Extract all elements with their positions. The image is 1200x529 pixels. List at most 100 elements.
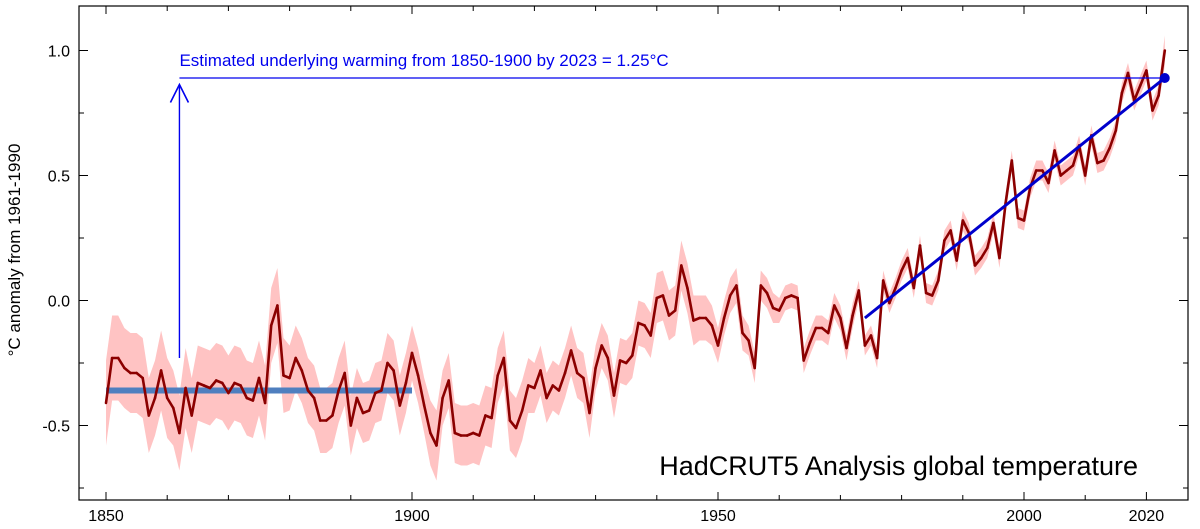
series-segment bbox=[1132, 84, 1142, 102]
series-segment bbox=[1157, 49, 1167, 97]
x-tick-label: 1850 bbox=[88, 508, 124, 525]
trend-layer bbox=[863, 73, 1170, 320]
series-segment bbox=[190, 381, 200, 417]
series-segment bbox=[600, 344, 610, 360]
series-segment bbox=[710, 324, 720, 347]
series-segment bbox=[447, 379, 457, 435]
series-segment bbox=[624, 354, 634, 365]
series-segment bbox=[747, 339, 757, 370]
series-segment bbox=[704, 316, 714, 327]
series-segment bbox=[826, 304, 836, 335]
series-segment bbox=[741, 331, 750, 342]
series-segment bbox=[973, 256, 983, 267]
series-segment bbox=[661, 294, 671, 317]
series-segment bbox=[1151, 94, 1160, 112]
series-segment bbox=[135, 371, 144, 380]
series-segment bbox=[857, 289, 867, 347]
x-tick-label: 2020 bbox=[1129, 508, 1165, 525]
series-segment bbox=[557, 371, 567, 392]
series-segment bbox=[673, 264, 683, 312]
series-segment bbox=[912, 244, 922, 290]
uncertainty-band bbox=[106, 35, 1165, 481]
series-segment bbox=[539, 369, 548, 400]
series-segment bbox=[753, 284, 763, 370]
y-tick-label: 0.5 bbox=[48, 169, 70, 186]
series-segment bbox=[588, 366, 597, 415]
y-tick-label: 0.0 bbox=[48, 294, 70, 311]
series-segment bbox=[967, 231, 977, 267]
series-segment bbox=[1004, 159, 1014, 205]
series-segment bbox=[294, 356, 304, 372]
series-segment bbox=[582, 376, 591, 415]
series-segment bbox=[900, 256, 910, 272]
series-segment bbox=[257, 376, 267, 405]
y-tick-label: 1.0 bbox=[48, 44, 70, 61]
series-segment bbox=[985, 221, 995, 250]
series-segment bbox=[276, 304, 285, 377]
axis-layer: 1850 1900 1950 2000 2020 -0.5 0.0 0.5 1.0 bbox=[42, 6, 1188, 525]
series-segment bbox=[1077, 144, 1087, 177]
series-segment bbox=[208, 379, 218, 390]
x-tick-label: 1900 bbox=[394, 508, 430, 525]
series-segment bbox=[178, 386, 187, 435]
series-segment bbox=[961, 219, 971, 235]
series-segment bbox=[159, 369, 169, 400]
series-segment bbox=[422, 404, 432, 435]
series-segment bbox=[722, 294, 732, 320]
series-segment bbox=[300, 369, 310, 392]
series-segment bbox=[1102, 146, 1111, 162]
y-tick-label: -0.5 bbox=[42, 419, 70, 436]
series-segment bbox=[355, 396, 365, 415]
series-segment bbox=[435, 396, 444, 447]
series-segment bbox=[349, 396, 359, 427]
series-segment bbox=[288, 356, 298, 380]
series-segment bbox=[251, 376, 261, 402]
series-segment bbox=[863, 334, 873, 347]
series-segment bbox=[667, 309, 677, 317]
series-segment bbox=[679, 264, 689, 290]
series-segment bbox=[875, 279, 885, 360]
series-segment bbox=[851, 289, 861, 317]
series-segment bbox=[845, 314, 854, 350]
series-segment bbox=[943, 229, 952, 242]
series-segment bbox=[153, 369, 163, 400]
series-segment bbox=[1083, 134, 1093, 177]
series-segment bbox=[545, 384, 555, 400]
series-segment bbox=[331, 389, 340, 417]
series-segment bbox=[1010, 159, 1020, 220]
series-segment bbox=[410, 351, 420, 377]
series-segment bbox=[477, 414, 487, 437]
series-segment bbox=[979, 246, 989, 260]
series-segment bbox=[563, 349, 573, 375]
series-segment bbox=[1059, 169, 1069, 177]
series-segment bbox=[324, 414, 334, 422]
series-segment bbox=[992, 221, 1001, 260]
trend-endpoint-marker bbox=[1159, 73, 1170, 83]
series-segment bbox=[1120, 71, 1130, 95]
series-segment bbox=[404, 351, 414, 385]
series-segment bbox=[936, 239, 946, 282]
series-segment bbox=[416, 374, 426, 407]
series-segment bbox=[606, 356, 616, 397]
series-segment bbox=[502, 356, 512, 422]
annotation-layer bbox=[169, 77, 1165, 358]
series-segment bbox=[269, 304, 279, 327]
series-segment bbox=[1090, 134, 1099, 165]
chart-title: HadCRUT5 Analysis global temperature bbox=[659, 451, 1138, 481]
series-segment bbox=[147, 396, 157, 417]
series-segment bbox=[1065, 164, 1075, 172]
series-segment bbox=[398, 381, 408, 407]
series-segment bbox=[520, 384, 530, 412]
series-segment bbox=[239, 384, 249, 400]
x-tick-label: 1950 bbox=[700, 508, 736, 525]
series-segment bbox=[116, 356, 126, 370]
series-segment bbox=[312, 396, 322, 422]
series-segment bbox=[343, 371, 353, 427]
trend-line bbox=[863, 76, 1166, 320]
series-segment bbox=[1022, 186, 1032, 222]
series-segment bbox=[380, 361, 389, 392]
series-segment bbox=[802, 341, 812, 362]
series-segment bbox=[649, 296, 659, 337]
series-segment bbox=[386, 361, 395, 372]
